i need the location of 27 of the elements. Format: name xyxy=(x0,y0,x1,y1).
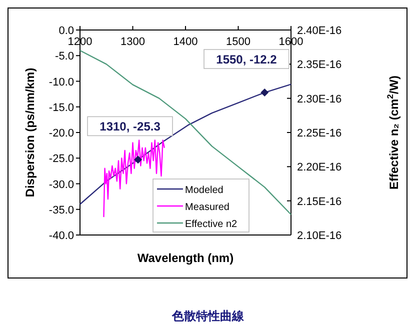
text: 色散特性曲線 xyxy=(171,309,245,323)
x-axis-title: Wavelength (nm) xyxy=(137,251,234,265)
y-axis-title: Dispersion (ps/nm/km) xyxy=(23,68,37,198)
annotation: 1310, -25.3 xyxy=(100,120,161,134)
x-tick-label: 1500 xyxy=(226,36,250,48)
y-tick-label: 0.0 xyxy=(58,25,74,37)
y2-tick-label: 2.10E-16 xyxy=(297,230,342,242)
y2-tick-label: 2.15E-16 xyxy=(297,196,342,208)
legend-label: Effective n2 xyxy=(185,219,238,230)
legend-label: Modeled xyxy=(185,185,224,196)
y-tick-label: -10.0 xyxy=(48,76,74,88)
x-tick-label: 1400 xyxy=(173,36,198,48)
y2-tick-label: 2.40E-16 xyxy=(297,25,342,37)
y-tick-label: -25.0 xyxy=(48,153,74,166)
y2-tick-label: 2.35E-16 xyxy=(297,59,342,72)
x-tick-label: 1300 xyxy=(120,36,145,48)
y-tick-label: -15.0 xyxy=(48,102,74,114)
y2-tick-label: 2.20E-16 xyxy=(297,162,342,174)
y-tick-label: -35.0 xyxy=(48,204,74,216)
y-tick-label: -40.0 xyxy=(48,230,74,242)
annotation: 1550, -12.2 xyxy=(216,52,278,67)
y2-tick-label: 2.25E-16 xyxy=(297,128,342,140)
y-tick-label: -30.0 xyxy=(48,178,74,191)
y-tick-label: -20.0 xyxy=(48,128,74,140)
legend-label: Measured xyxy=(185,202,230,213)
y-tick-label: -5.0 xyxy=(55,50,74,63)
y2-tick-label: 2.30E-16 xyxy=(297,93,342,106)
